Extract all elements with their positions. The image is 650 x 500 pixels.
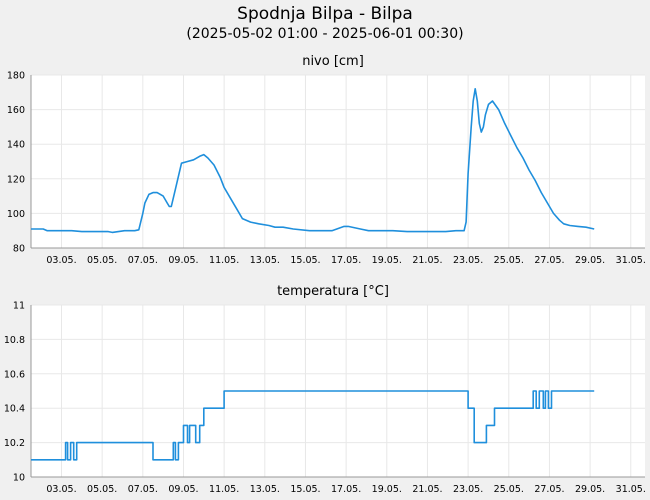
y-tick-label: 100: [7, 209, 25, 220]
x-tick-label: 13.05.: [250, 255, 280, 266]
x-tick-label: 19.05.: [372, 484, 402, 495]
chart-title: temperatura [°C]: [277, 284, 389, 299]
x-tick-label: 29.05.: [575, 255, 605, 266]
x-tick-label: 11.05.: [209, 484, 239, 495]
x-tick-label: 31.05.: [616, 255, 646, 266]
x-tick-label: 15.05.: [290, 255, 320, 266]
x-tick-label: 25.05.: [494, 484, 524, 495]
x-tick-label: 05.05.: [87, 255, 117, 266]
period-subtitle: (2025-05-02 01:00 - 2025-06-01 00:30): [186, 26, 464, 42]
y-tick-label: 10.6: [4, 369, 25, 380]
x-tick-label: 25.05.: [494, 255, 524, 266]
series-line: [31, 390, 595, 461]
x-tick-label: 13.05.: [250, 484, 280, 495]
y-tick-label: 11: [13, 301, 25, 312]
x-tick-label: 21.05.: [412, 255, 442, 266]
chart-panel-level: nivo [cm] 80 100 120 140 160 180 03.05. 05.05. 07…: [7, 54, 646, 266]
x-tick-label: 17.05.: [331, 255, 361, 266]
series-line: [31, 88, 595, 234]
y-tick-label: 160: [7, 105, 25, 116]
x-tick-label: 15.05.: [290, 484, 320, 495]
y-tick-label: 80: [13, 244, 25, 255]
y-tick-label: 10.4: [4, 404, 25, 415]
x-tick-label: 03.05.: [46, 484, 76, 495]
y-tick-label: 140: [7, 140, 25, 151]
x-tick-label: 09.05.: [168, 255, 198, 266]
x-tick-label: 23.05.: [453, 255, 483, 266]
x-tick-label: 29.05.: [575, 484, 605, 495]
plot-area: [31, 75, 645, 248]
x-tick-label: 07.05.: [128, 255, 158, 266]
x-tick-label: 03.05.: [46, 255, 76, 266]
chart-panel-temperature: temperatura [°C] 10 10.2 10.4 10.6 10.8 11 03.0…: [4, 284, 646, 495]
x-tick-label: 21.05.: [412, 484, 442, 495]
page-title: Spodnja Bilpa - Bilpa: [237, 4, 413, 24]
x-tick-label: 27.05.: [534, 484, 564, 495]
x-tick-label: 05.05.: [87, 484, 117, 495]
y-tick-label: 10: [13, 473, 25, 484]
chart-title: nivo [cm]: [302, 54, 364, 69]
x-tick-label: 19.05.: [372, 255, 402, 266]
x-tick-label: 23.05.: [453, 484, 483, 495]
x-tick-label: 31.05.: [616, 484, 646, 495]
y-tick-label: 180: [7, 71, 25, 82]
y-tick-label: 10.2: [4, 438, 25, 449]
x-tick-label: 17.05.: [331, 484, 361, 495]
y-tick-label: 120: [7, 174, 25, 185]
x-tick-label: 27.05.: [534, 255, 564, 266]
x-tick-label: 09.05.: [168, 484, 198, 495]
x-tick-label: 07.05.: [128, 484, 158, 495]
y-tick-label: 10.8: [4, 335, 25, 346]
x-tick-label: 11.05.: [209, 255, 239, 266]
